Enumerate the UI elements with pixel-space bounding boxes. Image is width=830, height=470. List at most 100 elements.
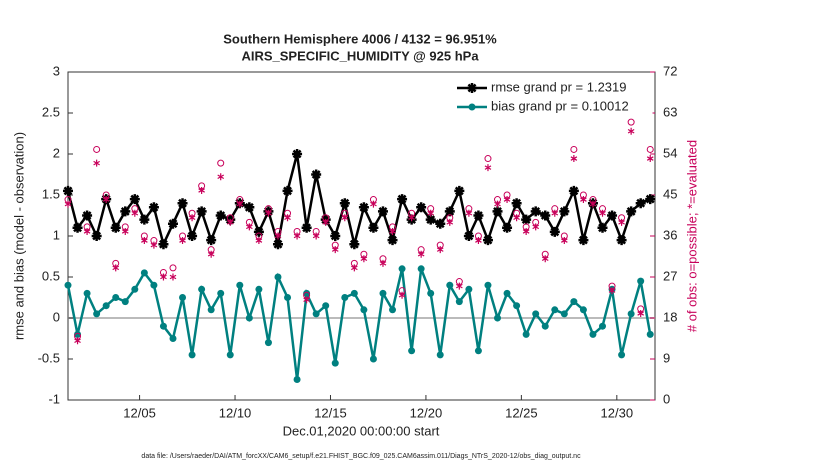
marker — [350, 289, 358, 297]
y-tick-label: -0.5 — [38, 350, 60, 365]
marker — [245, 314, 253, 322]
marker — [63, 185, 73, 196]
marker — [284, 294, 292, 301]
marker — [436, 351, 444, 359]
marker — [389, 306, 397, 314]
marker — [360, 255, 368, 263]
marker — [139, 214, 150, 225]
x-axis-label: Dec.01,2020 00:00:00 start — [283, 423, 440, 438]
marker — [589, 200, 597, 208]
marker — [637, 277, 645, 285]
marker — [284, 214, 291, 222]
legend-label: bias grand pr = 0.10012 — [491, 98, 629, 113]
marker — [169, 273, 177, 281]
marker — [102, 302, 110, 310]
marker — [482, 235, 493, 246]
marker — [646, 155, 654, 163]
marker — [148, 202, 159, 213]
marker — [377, 206, 388, 217]
y-tick-label: -1 — [48, 391, 60, 406]
marker — [207, 250, 215, 258]
marker — [465, 285, 473, 293]
marker — [484, 155, 492, 163]
marker — [349, 239, 360, 250]
x-tick-label: 12/20 — [410, 405, 443, 420]
marker — [627, 310, 635, 318]
marker — [456, 282, 463, 290]
marker — [331, 359, 339, 367]
marker — [465, 209, 473, 217]
marker — [64, 200, 72, 208]
y2-tick-label: 63 — [663, 104, 677, 119]
x-tick-label: 12/05 — [123, 405, 156, 420]
marker — [369, 355, 377, 363]
marker — [578, 235, 589, 246]
marker — [187, 231, 198, 241]
marker — [330, 231, 341, 241]
marker — [379, 259, 387, 267]
marker — [312, 232, 320, 240]
marker — [158, 239, 169, 250]
marker — [167, 218, 178, 229]
marker — [559, 206, 570, 217]
marker — [351, 264, 358, 272]
marker — [159, 322, 167, 330]
y-tick-label: 1 — [53, 227, 60, 242]
marker — [217, 173, 225, 181]
marker — [417, 265, 425, 273]
marker — [627, 127, 635, 135]
marker — [560, 310, 568, 318]
marker — [417, 250, 425, 258]
marker — [341, 294, 349, 301]
marker — [93, 310, 101, 318]
marker — [293, 232, 301, 240]
marker — [112, 294, 120, 301]
marker — [207, 306, 215, 314]
y-axis-label: rmse and bias (model - observation) — [11, 132, 26, 340]
marker — [579, 306, 587, 314]
marker — [282, 185, 293, 196]
marker — [129, 194, 140, 205]
y2-tick-label: 36 — [663, 227, 677, 242]
marker — [121, 227, 129, 235]
marker — [408, 214, 415, 222]
marker — [188, 214, 196, 222]
marker — [541, 255, 549, 263]
marker — [626, 206, 637, 217]
marker — [549, 226, 560, 237]
marker — [551, 209, 559, 217]
marker — [597, 222, 608, 233]
marker — [264, 339, 272, 347]
marker — [570, 145, 578, 153]
marker — [74, 330, 82, 338]
marker — [322, 302, 330, 310]
marker — [532, 223, 540, 231]
marker — [408, 347, 416, 355]
marker — [196, 206, 207, 217]
x-tick-label: 12/15 — [314, 405, 347, 420]
footnote: data file: /Users/raeder/DAI/ATM_forcXX/… — [141, 453, 581, 460]
marker — [292, 149, 303, 159]
marker — [616, 235, 627, 246]
marker — [494, 314, 502, 322]
marker — [427, 289, 435, 297]
x-tick-label: 12/10 — [219, 405, 252, 420]
marker — [217, 289, 225, 297]
marker — [398, 265, 406, 273]
marker — [468, 103, 476, 111]
marker — [551, 306, 559, 314]
marker — [560, 237, 568, 245]
marker — [444, 206, 455, 217]
marker — [358, 202, 369, 213]
marker — [397, 194, 408, 205]
marker — [83, 227, 91, 235]
marker — [446, 218, 454, 226]
marker — [454, 185, 465, 196]
y2-axis-label: # of obs: o=possible; *=evaluated — [684, 140, 699, 332]
marker — [188, 351, 196, 359]
marker — [198, 285, 206, 293]
marker — [303, 296, 310, 304]
marker — [389, 227, 396, 235]
marker — [83, 289, 91, 297]
